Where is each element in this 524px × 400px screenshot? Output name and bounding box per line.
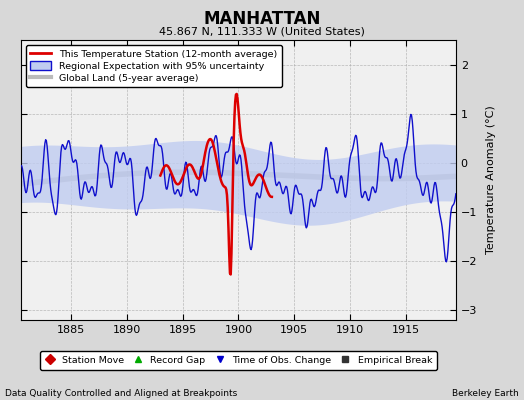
Legend: Station Move, Record Gap, Time of Obs. Change, Empirical Break: Station Move, Record Gap, Time of Obs. C… [40, 351, 436, 370]
Text: Berkeley Earth: Berkeley Earth [452, 389, 519, 398]
Y-axis label: Temperature Anomaly (°C): Temperature Anomaly (°C) [486, 106, 496, 254]
Text: 45.867 N, 111.333 W (United States): 45.867 N, 111.333 W (United States) [159, 26, 365, 36]
Text: Data Quality Controlled and Aligned at Breakpoints: Data Quality Controlled and Aligned at B… [5, 389, 237, 398]
Text: MANHATTAN: MANHATTAN [203, 10, 321, 28]
